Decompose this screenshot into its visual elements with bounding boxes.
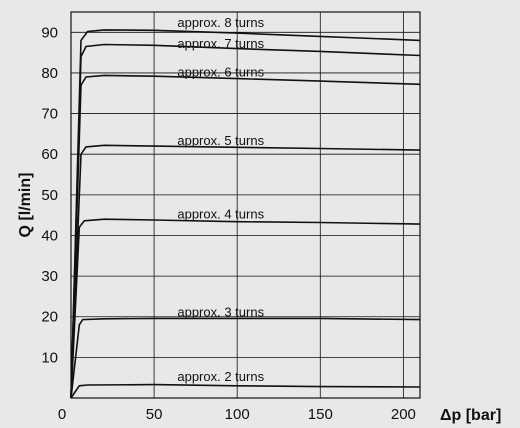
- curve-annotation: approx. 3 turns: [177, 304, 264, 319]
- y-tick-label: 10: [41, 349, 58, 366]
- y-tick-label: 30: [41, 268, 58, 285]
- y-tick-labels: 10 20 30 40 50 60 70 80 90: [41, 24, 58, 366]
- x-tick-label: 200: [391, 406, 416, 423]
- series-line: [70, 218, 421, 399]
- series-line: [70, 144, 421, 399]
- x-tick-label: 100: [225, 406, 250, 423]
- y-tick-label: 60: [41, 146, 58, 163]
- grid: [71, 12, 420, 398]
- curve-annotation: approx. 8 turns: [177, 15, 264, 30]
- x-tick-label: 150: [308, 406, 333, 423]
- y-tick-label: 70: [41, 106, 58, 123]
- curve-annotation: approx. 4 turns: [177, 206, 264, 221]
- x-axis-label: Δp [bar]: [440, 407, 501, 424]
- x-tick-label: 0: [58, 406, 66, 423]
- y-tick-label: 80: [41, 65, 58, 82]
- curve-annotation: approx. 7 turns: [177, 36, 264, 51]
- series-lines: [70, 29, 421, 399]
- y-axis-label: Q [l/min]: [17, 173, 34, 238]
- y-tick-label: 20: [41, 309, 58, 326]
- y-tick-label: 90: [41, 24, 58, 41]
- y-tick-label: 40: [41, 227, 58, 244]
- x-tick-label: 50: [146, 406, 163, 423]
- curve-annotation: approx. 2 turns: [177, 369, 264, 384]
- curve-annotation: approx. 5 turns: [177, 133, 264, 148]
- curve-annotation: approx. 6 turns: [177, 65, 264, 80]
- x-tick-labels: 0 50 100 150 200: [58, 406, 416, 423]
- series-line: [70, 74, 421, 399]
- series-line: [70, 29, 421, 399]
- series-line: [70, 383, 421, 399]
- curve-annotations: approx. 8 turns approx. 7 turns approx. 6 …: [177, 15, 264, 384]
- y-tick-label: 50: [41, 187, 58, 204]
- series-line: [70, 317, 421, 399]
- series-line: [70, 43, 421, 399]
